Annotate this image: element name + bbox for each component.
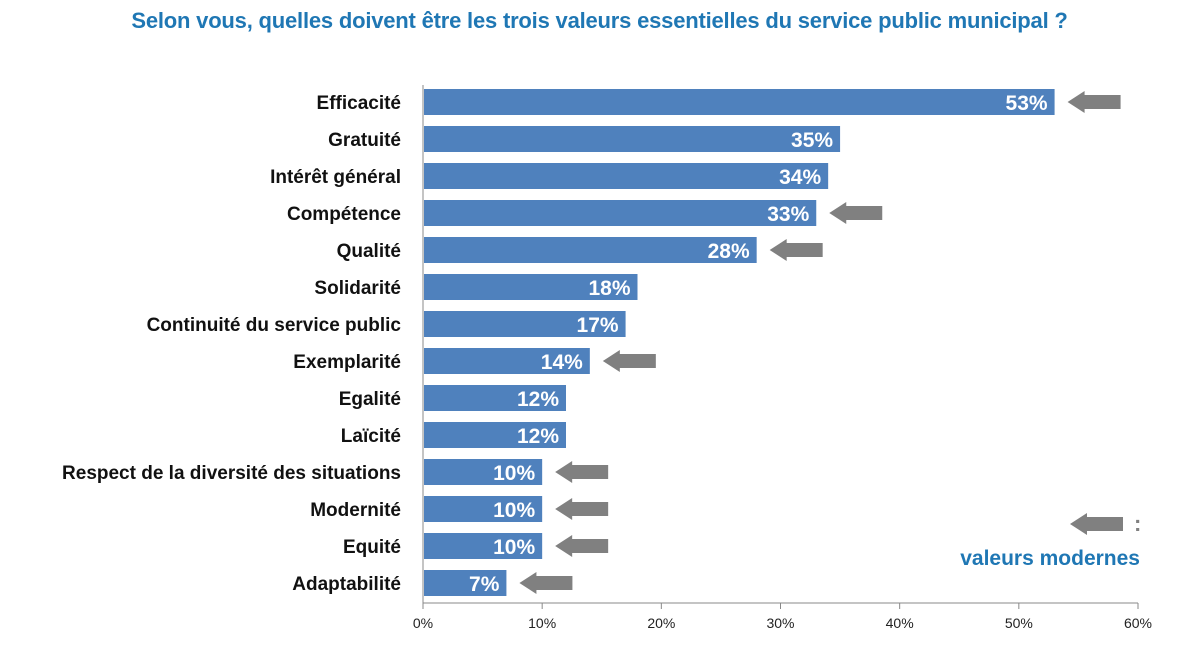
category-label-modernite: Modernité	[310, 500, 401, 521]
highlight-arrow-efficacite	[1067, 91, 1121, 113]
category-label-exemplarite: Exemplarité	[293, 352, 401, 373]
highlight-arrow-equite	[555, 535, 609, 557]
bar-qualite	[424, 237, 757, 263]
x-tick-label: 10%	[528, 615, 556, 631]
bars-layer: Efficacité 53% Gratuité 35% Intérêt général 3…	[62, 89, 1055, 596]
bar-exemplarite	[424, 348, 590, 374]
legend-label: valeurs modernes	[960, 547, 1140, 570]
value-label-qualite: 28%	[708, 240, 750, 263]
category-label-gratuite: Gratuité	[328, 130, 401, 151]
highlight-arrow-competence	[829, 202, 883, 224]
legend-arrow-icon	[1070, 513, 1123, 535]
value-label-adaptabilite: 7%	[469, 573, 500, 596]
value-label-equite: 10%	[493, 536, 535, 559]
value-label-laicite: 12%	[517, 425, 559, 448]
highlight-arrow-qualite	[769, 239, 823, 261]
x-tick-label: 40%	[886, 615, 914, 631]
legend-colon: :	[1134, 511, 1141, 536]
x-tick-label: 0%	[413, 615, 433, 631]
value-label-respect-de-la-diversite-des-situations: 10%	[493, 462, 535, 485]
highlight-arrow-respect-de-la-diversite-des-situations	[555, 461, 609, 483]
bar-solidarite	[424, 274, 638, 300]
category-label-efficacite: Efficacité	[317, 93, 401, 114]
bar-continuite-du-service-public	[424, 311, 626, 337]
x-tick-label: 50%	[1005, 615, 1033, 631]
category-label-competence: Compétence	[287, 204, 401, 225]
x-axis: 0% 10% 20% 30% 40% 50% 60%	[413, 85, 1152, 631]
chart-title: Selon vous, quelles doivent être les tro…	[131, 8, 1068, 33]
value-label-exemplarite: 14%	[541, 351, 583, 374]
value-label-egalite: 12%	[517, 388, 559, 411]
x-tick-label: 60%	[1124, 615, 1152, 631]
bar-gratuite	[424, 126, 841, 152]
bar-laicite	[424, 422, 566, 448]
x-tick-label: 20%	[647, 615, 675, 631]
category-label-solidarite: Solidarité	[314, 278, 401, 299]
category-label-continuite-du-service-public: Continuité du service public	[147, 315, 402, 336]
highlight-arrow-adaptabilite	[519, 572, 573, 594]
value-label-gratuite: 35%	[791, 129, 833, 152]
category-label-adaptabilite: Adaptabilité	[292, 574, 401, 595]
category-label-equite: Equité	[343, 537, 401, 558]
value-label-modernite: 10%	[493, 499, 535, 522]
value-label-competence: 33%	[767, 203, 809, 226]
value-label-continuite-du-service-public: 17%	[577, 314, 619, 337]
bar-competence	[424, 200, 817, 226]
bar-efficacite	[424, 89, 1055, 115]
bar-adaptabilite	[424, 570, 507, 596]
bar-respect-de-la-diversite-des-situations	[424, 459, 543, 485]
value-label-solidarite: 18%	[588, 277, 630, 300]
category-label-respect-de-la-diversite-des-situations: Respect de la diversité des situations	[62, 463, 401, 484]
category-label-laicite: Laïcité	[341, 426, 401, 447]
bar-modernite	[424, 496, 543, 522]
x-tick-label: 30%	[766, 615, 794, 631]
arrows-layer	[519, 91, 1121, 594]
category-label-egalite: Egalité	[339, 389, 401, 410]
highlight-arrow-exemplarite	[602, 350, 656, 372]
bar-egalite	[424, 385, 566, 411]
value-label-interet-general: 34%	[779, 166, 821, 189]
bar-interet-general	[424, 163, 829, 189]
highlight-arrow-modernite	[555, 498, 609, 520]
category-label-qualite: Qualité	[337, 241, 401, 262]
bar-equite	[424, 533, 543, 559]
legend: : valeurs modernes	[960, 511, 1141, 570]
category-label-interet-general: Intérêt général	[270, 167, 401, 188]
value-label-efficacite: 53%	[1006, 92, 1048, 115]
